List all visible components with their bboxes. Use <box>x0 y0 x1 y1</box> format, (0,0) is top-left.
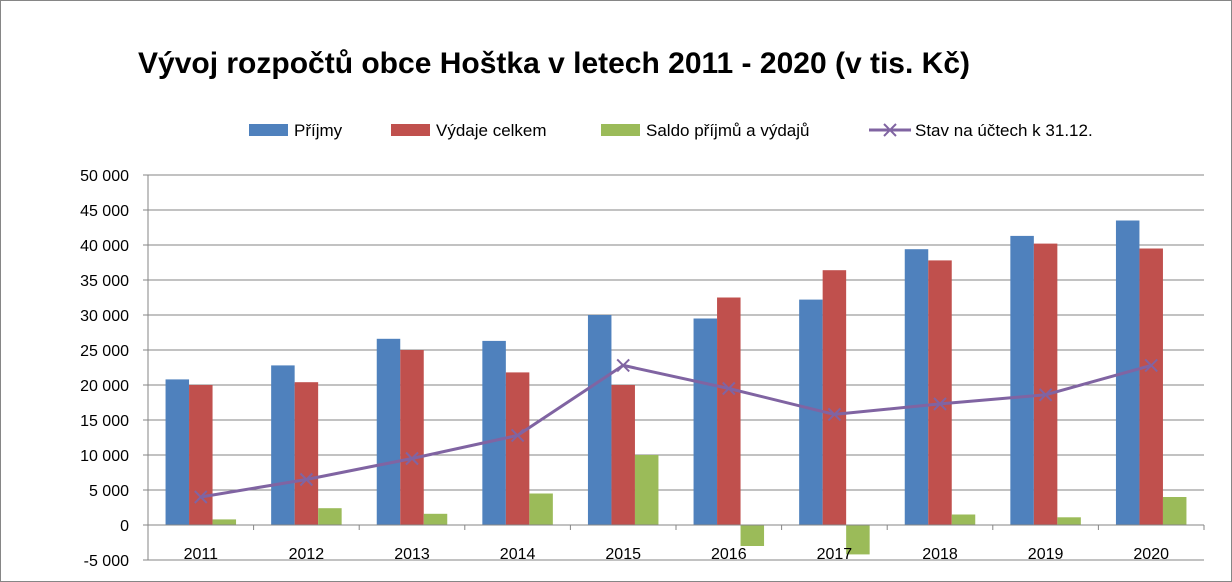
line-point-marker <box>933 397 947 411</box>
legend-item: Výdaje celkem <box>391 121 547 140</box>
chart-title: Vývoj rozpočtů obce Hoštka v letech 2011… <box>138 47 970 80</box>
line-series <box>194 358 1158 504</box>
y-tick-label: 25 000 <box>80 343 129 360</box>
legend-label: Saldo příjmů a výdajů <box>646 121 809 140</box>
y-axis: -5 000 0 5 000 10 000 15 000 20 000 25 000 30 0… <box>80 168 149 570</box>
bar-vydaje <box>717 297 741 525</box>
line-point-marker <box>616 358 630 373</box>
y-tick-label: 40 000 <box>80 238 129 255</box>
bar-saldo <box>740 525 765 546</box>
bar-vydaje <box>822 270 847 525</box>
bar-prijmy <box>904 249 929 525</box>
bar-prijmy <box>482 340 506 525</box>
y-tick-label: 0 <box>120 518 129 535</box>
x-tick-label: 2015 <box>605 546 641 563</box>
y-tick-label: -5 000 <box>84 553 129 570</box>
bar-vydaje <box>1139 248 1163 525</box>
legend: Příjmy Výdaje celkem Saldo příjmů a výdajů… <box>249 121 1093 140</box>
legend-label: Stav na účtech k 31.12. <box>915 121 1093 140</box>
y-tick-label: 45 000 <box>80 203 129 220</box>
bar-saldo <box>846 525 870 555</box>
legend-swatch <box>601 124 640 136</box>
x-tick-label: 2016 <box>711 546 747 563</box>
bar-vydaje <box>294 382 319 525</box>
bar-vydaje <box>400 350 424 525</box>
bar-saldo <box>1057 517 1081 525</box>
bar-vydaje <box>1033 243 1058 525</box>
legend-label: Výdaje celkem <box>436 121 547 140</box>
x-tick-label: 2012 <box>289 546 325 563</box>
bar-saldo <box>951 514 976 525</box>
legend-swatch <box>869 123 911 137</box>
bar-vydaje <box>928 260 952 525</box>
line-stav-na-uctech <box>200 363 1152 499</box>
bar-vydaje <box>505 372 530 525</box>
line-point-marker <box>722 381 736 396</box>
bar-prijmy <box>587 315 612 525</box>
line-point-marker <box>1038 388 1053 402</box>
x-tick-label: 2017 <box>817 546 853 563</box>
x-tick-label: 2018 <box>922 546 958 563</box>
line-point-marker <box>405 451 419 466</box>
y-tick-label: 35 000 <box>80 273 129 290</box>
bar-prijmy <box>1010 235 1034 525</box>
y-tick-label: 30 000 <box>80 308 129 325</box>
x-tick-label: 2019 <box>1028 546 1064 563</box>
x-tick-label: 2011 <box>184 546 219 563</box>
bar-saldo <box>423 513 448 525</box>
y-tick-label: 50 000 <box>80 168 129 185</box>
line-point-marker <box>299 472 314 487</box>
bar-saldo <box>318 508 342 525</box>
x-tick-label: 2013 <box>394 546 430 563</box>
bar-saldo <box>1162 497 1187 525</box>
bar-prijmy <box>376 338 401 525</box>
legend-swatch <box>391 124 430 136</box>
bars <box>165 220 1187 555</box>
line-point-marker <box>510 428 525 443</box>
bar-prijmy <box>165 379 190 525</box>
legend-item: Saldo příjmů a výdajů <box>601 121 809 140</box>
legend-item: Příjmy <box>249 121 343 140</box>
bar-saldo <box>212 519 237 525</box>
y-tick-label: 5 000 <box>89 483 129 500</box>
x-tick-label: 2014 <box>500 546 536 563</box>
line-point-marker <box>194 490 208 504</box>
x-tick-label: 2020 <box>1133 546 1169 563</box>
bar-prijmy <box>693 318 718 525</box>
bar-saldo <box>529 493 553 525</box>
y-tick-label: 20 000 <box>80 378 129 395</box>
bar-vydaje <box>611 385 635 525</box>
legend-swatch <box>249 124 288 136</box>
line-point-marker <box>827 407 842 422</box>
legend-label: Příjmy <box>294 121 343 140</box>
bar-saldo <box>634 455 659 525</box>
legend-item: Stav na účtech k 31.12. <box>869 121 1093 140</box>
bar-prijmy <box>799 299 823 525</box>
x-axis: 2011 2012 2013 2014 2015 2016 2017 2018 2019 2020 <box>147 524 1205 563</box>
line-point-marker <box>1144 358 1158 373</box>
y-tick-label: 15 000 <box>80 413 129 430</box>
bar-vydaje <box>189 385 213 525</box>
y-tick-label: 10 000 <box>80 448 129 465</box>
bar-prijmy <box>271 365 295 525</box>
